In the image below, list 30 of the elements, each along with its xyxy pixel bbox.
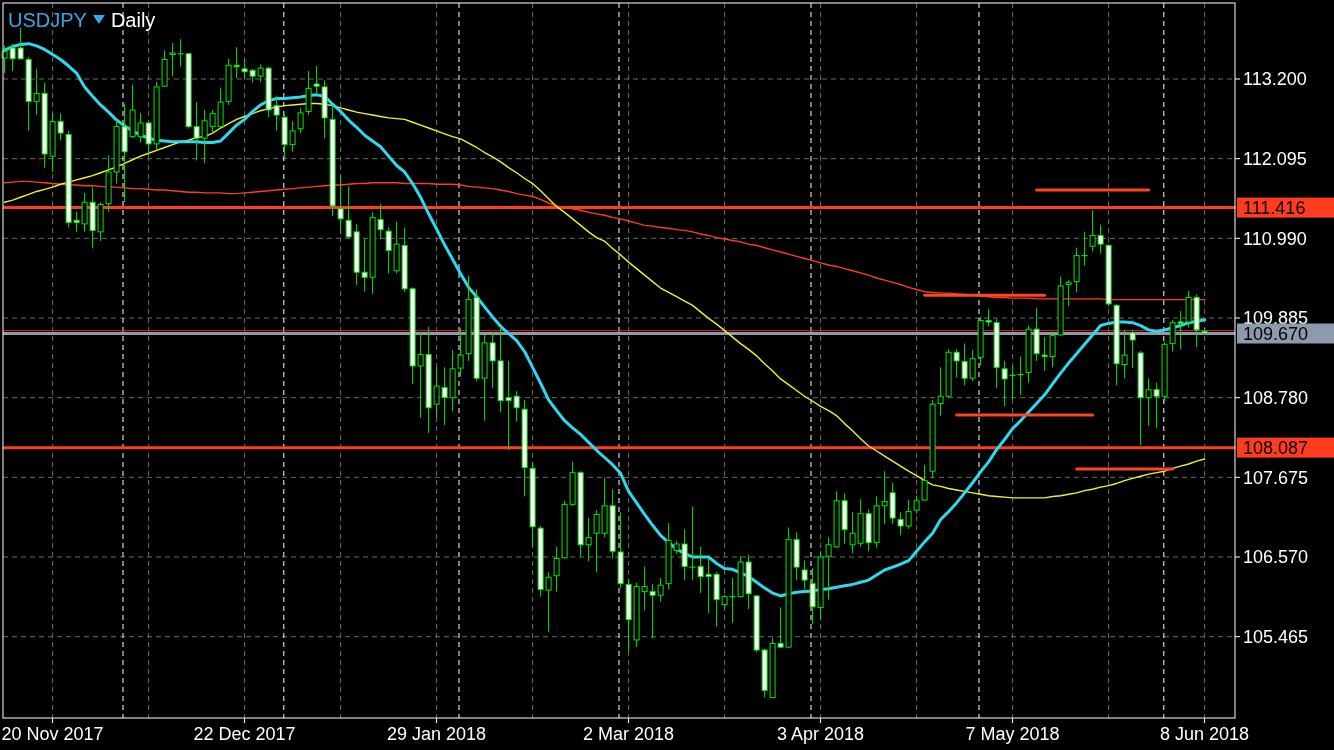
candlestick: [801, 560, 808, 590]
y-tick-label: 106.570: [1243, 547, 1309, 568]
ref-line-label: 111.416: [1243, 197, 1306, 218]
candlestick: [169, 42, 176, 77]
line-series: [3, 42, 1207, 598]
y-tick-label: 112.095: [1243, 148, 1307, 169]
y-tick-label: 113.200: [1243, 69, 1307, 90]
y-tick-label: 108.780: [1243, 387, 1309, 408]
x-tick-label: 29 Jan 2018: [387, 724, 487, 744]
y-tick-label: 110.990: [1243, 228, 1307, 249]
candlestick: [297, 107, 304, 134]
candlestick: [1065, 279, 1072, 307]
candlestick: [1129, 329, 1136, 369]
x-tick-label: 2 Mar 2018: [583, 724, 675, 744]
ref-line-label: 109.670: [1243, 323, 1309, 344]
ref-line-label: 108.087: [1243, 437, 1309, 458]
x-tick-label: 7 May 2018: [965, 724, 1060, 744]
chart-title: USDJPY: [8, 9, 87, 31]
candlestick: [305, 70, 312, 116]
candlestick: [553, 546, 560, 593]
x-tick-label: 8 Jun 2018: [1160, 724, 1250, 744]
chart-subtitle: Daily: [110, 9, 156, 31]
candlestick: [337, 174, 344, 235]
line-series: [3, 102, 1206, 499]
y-tick-label: 105.465: [1243, 626, 1309, 647]
y-tick-label: 107.675: [1243, 467, 1309, 488]
x-tick-label: 20 Nov 2017: [1, 724, 104, 744]
candlestick: [1001, 360, 1008, 407]
x-tick-label: 3 Apr 2018: [777, 724, 865, 744]
x-tick-label: 22 Dec 2017: [193, 724, 296, 744]
